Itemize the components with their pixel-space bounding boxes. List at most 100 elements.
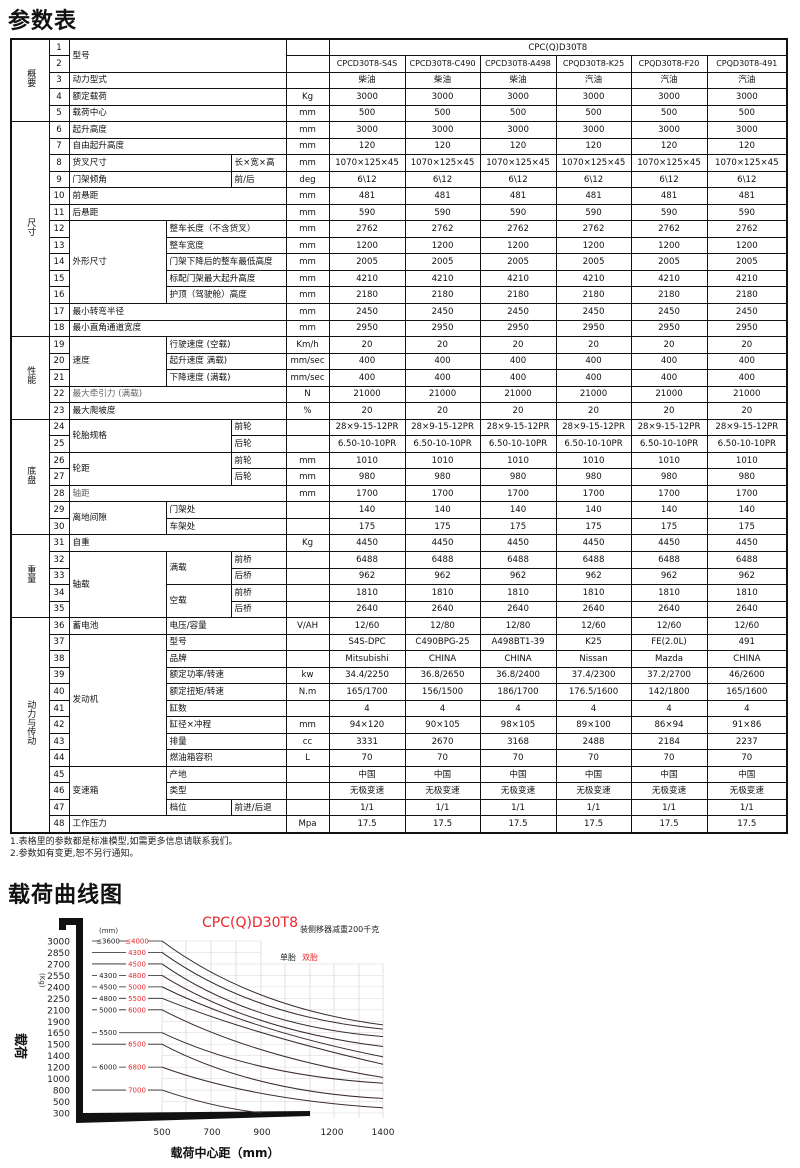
value-cell: 140 [555, 501, 632, 519]
table-row: 概要 1 型号 CPC(Q)D30T8 [10, 38, 788, 123]
load-curve [161, 1032, 384, 1084]
value-cell: 165/1700 [328, 683, 406, 701]
row-number: 48 [48, 815, 70, 833]
value-cell: 1070×125×45 [479, 154, 557, 172]
table-row: 10 前悬距 mm 481 481 481 481 481 481 [11, 187, 788, 205]
value-cell: 4 [706, 699, 788, 718]
unit-cell: mm [285, 468, 330, 486]
legend-dual: 双胎 [302, 952, 318, 962]
value-cell: 400 [706, 369, 788, 387]
label-bg [126, 1063, 148, 1072]
value-cell: 962 [479, 567, 557, 586]
value-cell: 2640 [404, 600, 481, 619]
unit-cell: Km/h [285, 336, 330, 354]
chart-title: CPC(Q)D30T8 [202, 915, 298, 931]
value-cell: 21000 [404, 385, 481, 404]
value-cell: 2184 [630, 732, 708, 751]
value-cell: 46/2600 [706, 666, 788, 685]
value-cell: 980 [555, 468, 632, 486]
value-cell: 无极变速 [479, 782, 557, 800]
row-label: 长×宽×高 [230, 154, 287, 172]
value-cell: 1070×125×45 [555, 154, 632, 172]
value-cell: 12/60 [706, 617, 788, 635]
value-cell: 20 [555, 402, 632, 420]
label-bg [97, 971, 119, 980]
dual-tire-mast-label: 5000 [128, 983, 146, 991]
value-cell: CPQD30T8-F20 [630, 55, 708, 73]
row-label: 电压/容量 [165, 617, 287, 635]
row-number: 36 [48, 617, 70, 635]
section-label: 重量 [10, 534, 50, 619]
value-cell: 98×105 [479, 716, 557, 734]
y-tick-label: 1650 [47, 1029, 70, 1039]
label-bg [126, 959, 148, 968]
unit-cell: mm [285, 286, 330, 304]
value-cell: 37.4/2300 [555, 666, 632, 685]
value-cell: 2640 [328, 600, 406, 619]
value-cell: 2762 [404, 220, 481, 238]
y-tick-label: 1400 [47, 1052, 70, 1062]
row-label: 前轮 [230, 418, 287, 437]
row-label: 空载 [165, 584, 232, 619]
row-label: 前/后 [230, 170, 287, 189]
unit-cell: mm [285, 121, 330, 139]
dual-tire-mast-label: 5500 [128, 995, 146, 1003]
table-row: 23 最大爬坡度% 20 20 20 20 20 20 [11, 402, 788, 420]
row-label: 起升高度 [68, 121, 287, 139]
value-cell: 6488 [706, 550, 788, 569]
value-cell: 500 [479, 104, 557, 123]
row-label: 蓄电池 [68, 617, 167, 635]
row-label: 产地 [165, 765, 287, 784]
value-cell: 1070×125×45 [328, 154, 406, 172]
table-row: 37 发动机 型号 S4S-DPC C490BPG-25 A498BT1-39 K25 FE(… [11, 633, 788, 767]
value-cell: 2950 [479, 319, 557, 338]
row-number: 32 [48, 550, 70, 569]
single-tire-mast-label: 4300 [99, 972, 117, 980]
load-curve [161, 1009, 384, 1078]
row-label: 额定功率/转速 [165, 666, 287, 685]
value-cell: 4450 [555, 534, 632, 552]
value-cell: 1200 [328, 236, 406, 255]
value-cell: 4 [404, 699, 481, 718]
row-label: 门架处 [165, 501, 287, 519]
value-cell: 17.5 [555, 815, 632, 833]
row-number: 5 [48, 104, 70, 123]
value-cell: 4 [630, 699, 708, 718]
value-cell: 6.50-10-10PR [706, 435, 788, 453]
table-row: 动力与传动 36 蓄电池 电压/容量 V/AH 12/60 12/80 12/80 12/60 1… [10, 617, 788, 833]
label-bg [97, 1028, 119, 1037]
value-cell: 28×9-15-12PR [328, 418, 406, 437]
table-row: 17 最小转弯半径 mm 2450 2450 2450 2450 2450 2450 [11, 303, 788, 321]
value-cell: 2180 [630, 286, 708, 304]
value-cell: 无极变速 [630, 782, 708, 800]
value-cell: 2762 [328, 220, 406, 238]
value-cell: 1070×125×45 [404, 154, 481, 172]
value-cell: C490BPG-25 [404, 633, 481, 652]
value-cell: 2950 [706, 319, 788, 338]
table-row: 8 货叉尺寸 长×宽×高 mm 1070×125×45 1070×125×45 1070×1… [11, 154, 788, 172]
value-cell: 6.50-10-10PR [404, 435, 481, 453]
y-tick-label: 800 [53, 1087, 70, 1097]
value-cell: 70 [404, 749, 481, 767]
value-cell: 2450 [479, 303, 557, 321]
table-row: 22 最大牵引力 (满载) N 21000 21000 21000 21000 21000 21… [11, 385, 788, 404]
unit-cell: Kg [285, 88, 330, 106]
value-cell: 2450 [404, 303, 481, 321]
row-number: 17 [48, 303, 70, 321]
value-cell: 400 [328, 352, 406, 371]
value-cell: 12/60 [555, 617, 632, 635]
value-cell: 4450 [328, 534, 406, 552]
value-cell: 1010 [404, 451, 481, 470]
unit-cell [285, 517, 330, 536]
value-cell: 120 [706, 137, 788, 156]
value-cell: 36.8/2400 [479, 666, 557, 685]
single-tire-mast-label: 4800 [99, 995, 117, 1003]
value-cell: 21000 [555, 385, 632, 404]
value-cell: 12/80 [479, 617, 557, 635]
row-label: 发动机 [68, 633, 167, 767]
row-label: 燃油箱容积 [165, 749, 287, 767]
value-cell: 中国 [328, 765, 406, 784]
value-cell: 481 [328, 187, 406, 205]
value-cell: 175 [479, 517, 557, 536]
value-cell: 12/60 [630, 617, 708, 635]
